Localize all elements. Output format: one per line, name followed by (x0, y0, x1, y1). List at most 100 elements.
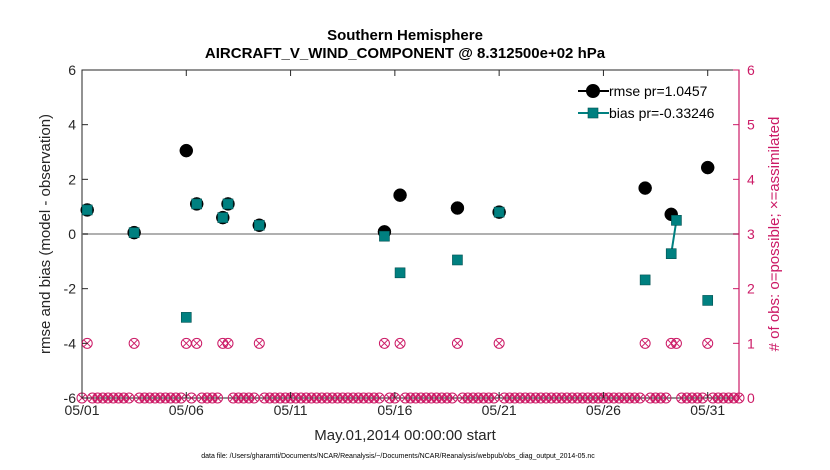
rmse-point (393, 188, 407, 202)
series-layer (80, 143, 715, 323)
obs-cross-stroke (448, 394, 457, 402)
y-left-tick-label: 4 (68, 117, 76, 133)
y-left-tick-label: 2 (68, 171, 76, 187)
x-tick-label: 05/11 (274, 402, 308, 418)
y-left-tick-label: 6 (68, 62, 76, 78)
rmse-point (179, 143, 194, 158)
x-tick-label: 05/16 (377, 402, 412, 418)
bias-point (394, 267, 406, 279)
bias-point (222, 198, 234, 210)
bias-point (217, 212, 229, 223)
obs-one-marker (128, 337, 140, 349)
y-left-tick-label: -2 (64, 281, 77, 297)
obs-circle-mark (212, 392, 224, 404)
obs-cross-stroke (192, 339, 201, 348)
rmse-point (638, 181, 652, 195)
bias-point (180, 312, 192, 323)
obs-zero-marker (660, 392, 672, 404)
y-axis-right-label: # of obs: o=possible; ×=assimilated (766, 117, 783, 352)
x-tick-label: 05/26 (586, 402, 621, 418)
bias-point (452, 254, 463, 266)
obs-cross-stroke (182, 339, 191, 348)
obs-cross-stroke (396, 339, 404, 348)
obs-circle-mark (128, 337, 140, 349)
legend: rmse pr=1.0457 bias pr=-0.33246 (572, 77, 732, 125)
obs-circle-mark (378, 337, 390, 349)
obs-circle-mark (660, 392, 672, 404)
y-right-tick-label: 6 (747, 62, 755, 78)
obs-one-marker (670, 337, 682, 349)
bias-point (702, 295, 714, 306)
obs-one-marker (394, 337, 406, 349)
obs-circle-mark (639, 337, 651, 349)
legend-rmse-marker (586, 84, 600, 98)
y-right-tick-label: 3 (747, 226, 755, 242)
obs-circle-mark (394, 337, 406, 349)
obs-one-marker (451, 337, 463, 349)
obs-circle-mark (253, 337, 265, 349)
bias-point (493, 206, 505, 218)
bias-point (81, 204, 93, 216)
axes-layer: 05/01 05/06 05/11 05/16 05/21 05/26 05/31 -6 -4 -… (64, 62, 755, 418)
obs-one-marker (493, 337, 505, 349)
bias-point (671, 215, 682, 226)
bias-point (253, 219, 265, 231)
y-axis-left-label: rmse and bias (model - observation) (37, 114, 54, 354)
obs-cross-stroke (698, 394, 707, 402)
obs-cross-stroke (672, 339, 681, 348)
obs-circle-mark (451, 337, 463, 349)
x-tick-label: 05/21 (482, 402, 517, 418)
obs-circle-mark (222, 337, 234, 349)
obs-count-layer (76, 337, 745, 404)
rmse-point (700, 160, 715, 175)
obs-cross-stroke (125, 394, 133, 402)
chart-subtitle: AIRCRAFT_V_WIND_COMPONENT @ 8.312500e+02… (205, 45, 606, 62)
y-left-tick-label: -6 (64, 390, 77, 406)
x-axis-label: May.01,2014 00:00:00 start (314, 427, 496, 444)
y-right-tick-label: 5 (747, 117, 755, 133)
bias-point (191, 198, 203, 210)
y-left-tick-label: 0 (68, 226, 76, 242)
obs-cross-stroke (490, 394, 498, 402)
obs-one-marker (191, 337, 203, 349)
obs-cross-stroke (250, 394, 258, 402)
obs-circle-mark (493, 337, 505, 349)
obs-cross-stroke (177, 394, 185, 402)
legend-box (572, 77, 732, 125)
data-file-footnote: data file: /Users/gharamti/Documents/NCA… (201, 453, 595, 460)
obs-one-marker (702, 337, 714, 349)
x-tick-label: 05/06 (169, 402, 204, 418)
y-left-tick-label: -4 (64, 335, 77, 351)
chart-title: Southern Hemisphere (327, 27, 483, 44)
obs-circle-mark (702, 337, 714, 349)
x-tick-label: 05/01 (64, 402, 99, 418)
obs-zero-marker (212, 392, 224, 404)
obs-one-marker (639, 337, 651, 349)
y-right-tick-label: 2 (747, 281, 755, 297)
rmse-point (450, 201, 465, 215)
legend-rmse-label: rmse pr=1.0457 (609, 83, 708, 99)
legend-bias-marker (587, 107, 599, 119)
bias-point (639, 274, 651, 286)
obs-cross-stroke (662, 394, 670, 402)
bias-connector-line (670, 220, 678, 254)
bias-point (379, 230, 390, 242)
bias-point (128, 227, 140, 238)
obs-cross-stroke (213, 394, 222, 402)
obs-cross-stroke (130, 339, 138, 348)
y-right-tick-label: 4 (747, 171, 755, 187)
obs-cross-stroke (187, 394, 196, 402)
legend-bias-label: bias pr=-0.33246 (609, 105, 715, 121)
obs-one-marker (253, 337, 265, 349)
obs-cross-stroke (224, 339, 232, 348)
obs-cross-stroke (495, 339, 503, 348)
obs-cross-stroke (641, 339, 649, 348)
bias-point (665, 248, 677, 259)
obs-cross-stroke (703, 339, 712, 348)
obs-circle-mark (670, 337, 682, 349)
obs-cross-stroke (453, 339, 462, 348)
obs-one-marker (222, 337, 234, 349)
y-right-tick-label: 1 (747, 335, 755, 351)
x-tick-label: 05/31 (690, 402, 725, 418)
